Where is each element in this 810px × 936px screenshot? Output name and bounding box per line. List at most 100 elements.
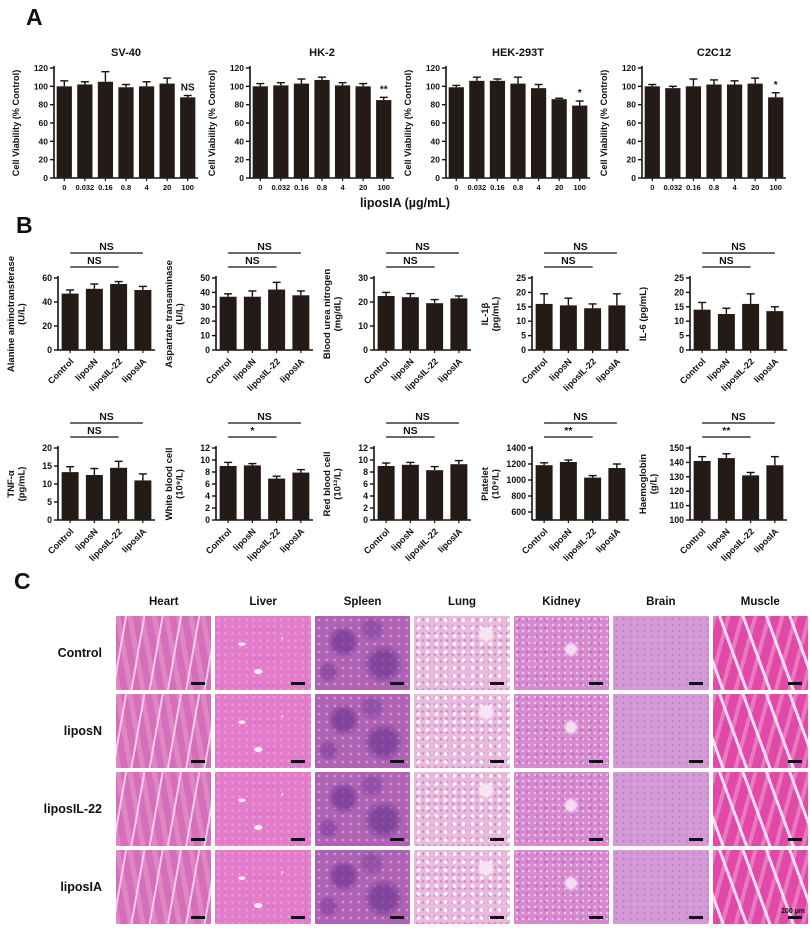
- svg-text:liposIA: liposIA: [594, 356, 623, 385]
- svg-text:0: 0: [454, 183, 458, 192]
- histology-image-liposn-liver: [215, 694, 311, 768]
- svg-text:100: 100: [669, 515, 684, 525]
- svg-text:Control: Control: [678, 526, 708, 556]
- svg-text:100: 100: [622, 81, 636, 91]
- svg-text:10: 10: [358, 321, 368, 331]
- svg-text:8: 8: [363, 467, 368, 477]
- svg-text:liposIA: liposIA: [120, 356, 149, 385]
- svg-text:*: *: [774, 80, 778, 91]
- svg-text:100: 100: [573, 183, 586, 192]
- scale-bar: [489, 916, 504, 919]
- svg-text:4: 4: [732, 183, 737, 192]
- svg-text:40: 40: [431, 136, 441, 146]
- svg-text:NS: NS: [719, 255, 734, 267]
- svg-text:0: 0: [363, 345, 368, 355]
- scale-bar: [290, 916, 305, 919]
- svg-text:SV-40: SV-40: [111, 47, 141, 59]
- scale-bar: [390, 760, 405, 763]
- svg-text:10: 10: [200, 331, 210, 341]
- svg-text:0: 0: [435, 173, 440, 183]
- scale-bar: [191, 682, 206, 685]
- svg-text:NS: NS: [561, 255, 576, 267]
- svg-text:0: 0: [631, 173, 636, 183]
- svg-text:liposIA: liposIA: [752, 356, 781, 385]
- svg-text:20: 20: [163, 183, 171, 192]
- group-row-label-liposil-22: liposIL-22: [43, 802, 102, 816]
- svg-text:0: 0: [205, 345, 210, 355]
- svg-text:NS: NS: [731, 411, 746, 423]
- histology-image-liposn-brain: [613, 694, 709, 768]
- histology-image-liposn-spleen: [314, 694, 411, 768]
- scale-bar: [788, 760, 802, 763]
- svg-text:12: 12: [200, 443, 210, 453]
- svg-text:15: 15: [42, 461, 52, 471]
- svg-text:0.8: 0.8: [121, 183, 131, 192]
- svg-text:0.16: 0.16: [686, 183, 701, 192]
- svg-text:NS: NS: [731, 241, 746, 253]
- svg-text:White blood cell(10⁹/L): White blood cell(10⁹/L): [164, 448, 186, 521]
- histology-image-liposia-lung: [414, 850, 510, 924]
- svg-text:20: 20: [359, 183, 367, 192]
- svg-text:60: 60: [627, 118, 637, 128]
- svg-text:4: 4: [144, 183, 149, 192]
- panel-c-histology: Heart Liver Spleen Lung Kidney Brain Muscle Co…: [2, 592, 808, 924]
- svg-text:4: 4: [205, 491, 210, 501]
- svg-text:20: 20: [358, 297, 368, 307]
- group-row-label-control: Control: [57, 646, 102, 660]
- svg-text:10: 10: [516, 316, 526, 326]
- scale-bar: [788, 682, 802, 685]
- svg-text:0.8: 0.8: [317, 183, 327, 192]
- histology-image-liposia-spleen: [314, 850, 411, 924]
- svg-text:0.032: 0.032: [663, 183, 682, 192]
- svg-text:20: 20: [555, 183, 563, 192]
- svg-text:120: 120: [34, 63, 48, 73]
- svg-text:20: 20: [200, 316, 210, 326]
- svg-text:HEK-293T: HEK-293T: [492, 47, 544, 59]
- svg-text:120: 120: [426, 63, 440, 73]
- svg-text:100: 100: [426, 81, 440, 91]
- svg-text:Cell Viability (% Control): Cell Viability (% Control): [207, 70, 217, 177]
- svg-text:Control: Control: [520, 526, 550, 556]
- scale-bar: [390, 838, 405, 841]
- svg-text:600: 600: [511, 507, 526, 517]
- svg-text:20: 20: [751, 183, 759, 192]
- svg-text:40: 40: [235, 136, 245, 146]
- svg-text:20: 20: [39, 155, 49, 165]
- scale-bar: [191, 760, 206, 763]
- svg-text:6: 6: [205, 479, 210, 489]
- svg-text:1200: 1200: [506, 459, 526, 469]
- scale-bar: [390, 916, 405, 919]
- panel-a-label: A: [26, 4, 43, 30]
- svg-text:HK-2: HK-2: [309, 47, 335, 59]
- svg-text:5: 5: [47, 497, 52, 507]
- svg-text:NS: NS: [573, 241, 588, 253]
- svg-text:50: 50: [200, 273, 210, 283]
- histology-image-liposia-brain: [613, 850, 709, 924]
- histology-image-control-spleen: [314, 616, 411, 690]
- panel-b-charts-row1: 0 20 40 60 Alanine aminotransferase(U/L) Cont…: [4, 238, 794, 404]
- svg-text:20: 20: [627, 155, 637, 165]
- svg-text:TNF-α(pg/mL): TNF-α(pg/mL): [6, 467, 28, 502]
- svg-text:100: 100: [34, 81, 48, 91]
- svg-text:100: 100: [769, 183, 782, 192]
- svg-text:0.8: 0.8: [513, 183, 523, 192]
- svg-text:Cell Viability (% Control): Cell Viability (% Control): [403, 70, 413, 177]
- histology-image-liposia-kidney: [513, 850, 610, 924]
- svg-text:Blood urea nitrogen(mg/dL): Blood urea nitrogen(mg/dL): [322, 269, 344, 359]
- svg-text:NS: NS: [87, 425, 102, 437]
- svg-text:40: 40: [200, 287, 210, 297]
- svg-text:4: 4: [340, 183, 345, 192]
- svg-text:60: 60: [431, 118, 441, 128]
- svg-text:liposIA: liposIA: [436, 356, 465, 385]
- svg-text:60: 60: [42, 273, 52, 283]
- histology-image-liposia-liver: [215, 850, 311, 924]
- scale-bar: [589, 682, 604, 685]
- svg-text:liposIA: liposIA: [594, 526, 623, 555]
- svg-text:Aspartate transaminase(U/L): Aspartate transaminase(U/L): [164, 260, 186, 368]
- svg-text:40: 40: [39, 136, 49, 146]
- svg-text:liposIA: liposIA: [120, 526, 149, 555]
- svg-text:10: 10: [674, 316, 684, 326]
- svg-text:NS: NS: [415, 241, 430, 253]
- svg-text:NS: NS: [99, 411, 114, 423]
